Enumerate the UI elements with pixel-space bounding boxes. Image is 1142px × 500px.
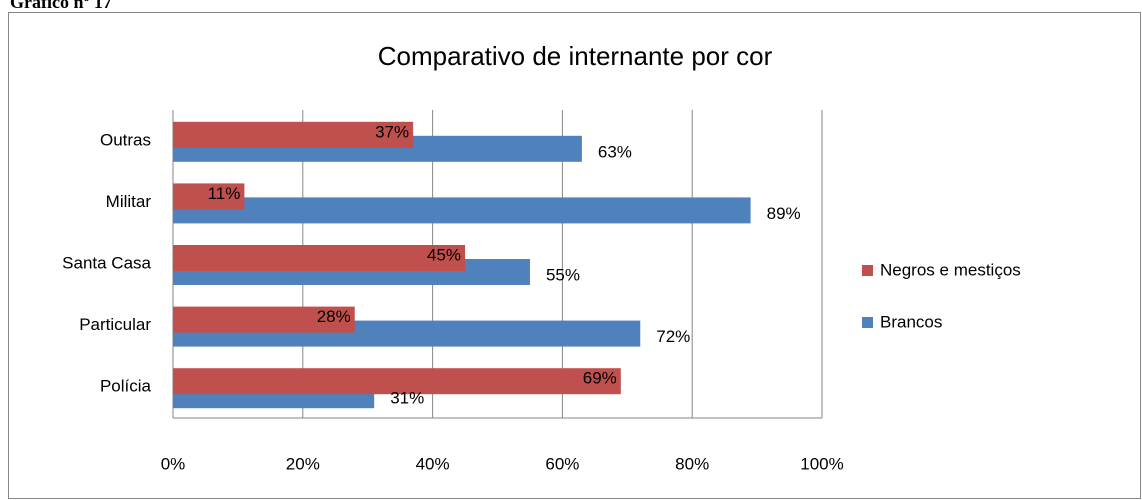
data-label: 55% xyxy=(546,265,580,284)
x-tick-label: 20% xyxy=(286,454,320,473)
y-tick-label: Santa Casa xyxy=(62,253,151,272)
x-tick-label: 60% xyxy=(545,454,579,473)
legend-swatch xyxy=(862,265,873,276)
bar xyxy=(173,197,751,224)
data-label: 11% xyxy=(208,184,241,203)
legend-swatch xyxy=(862,317,873,328)
x-tick-label: 0% xyxy=(161,454,186,473)
y-tick-label: Polícia xyxy=(100,377,152,396)
data-label: 89% xyxy=(767,204,801,223)
figure-caption: Gráfico nº 17 xyxy=(10,0,112,12)
data-label: 45% xyxy=(427,245,461,264)
y-tick-label: Militar xyxy=(106,192,152,211)
legend-label: Brancos xyxy=(880,312,942,331)
bar xyxy=(173,183,245,210)
chart-title: Comparativo de internante por cor xyxy=(378,41,773,71)
data-label: 37% xyxy=(375,122,409,141)
data-label: 72% xyxy=(656,327,690,346)
x-tick-label: 100% xyxy=(800,454,843,473)
y-tick-label: Particular xyxy=(79,315,151,334)
data-label: 69% xyxy=(583,369,617,388)
y-tick-label: Outras xyxy=(100,130,151,149)
bar xyxy=(173,121,414,148)
legend-label: Negros e mestiços xyxy=(880,260,1021,279)
data-label: 31% xyxy=(390,389,424,408)
x-tick-label: 40% xyxy=(416,454,450,473)
bar xyxy=(173,368,621,395)
bar xyxy=(173,306,355,333)
data-label: 28% xyxy=(317,307,351,326)
bar xyxy=(173,245,466,271)
x-tick-label: 80% xyxy=(675,454,709,473)
data-label: 63% xyxy=(598,142,632,161)
